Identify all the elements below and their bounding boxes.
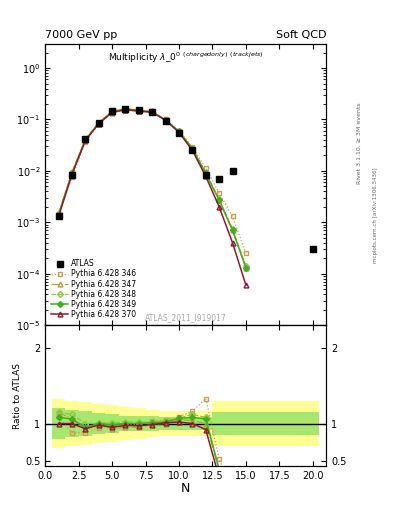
Text: Soft QCD: Soft QCD <box>276 30 326 40</box>
Text: mcplots.cern.ch [arXiv:1306.3436]: mcplots.cern.ch [arXiv:1306.3436] <box>373 167 378 263</box>
X-axis label: N: N <box>181 482 190 495</box>
Text: 7000 GeV pp: 7000 GeV pp <box>45 30 118 40</box>
Legend: ATLAS, Pythia 6.428 346, Pythia 6.428 347, Pythia 6.428 348, Pythia 6.428 349, P: ATLAS, Pythia 6.428 346, Pythia 6.428 34… <box>49 257 139 322</box>
Text: ATLAS_2011_I919017: ATLAS_2011_I919017 <box>145 313 227 323</box>
Text: Multiplicity $\lambda\_0^0$ $^{(charged only)}$ $^{(track jets)}$: Multiplicity $\lambda\_0^0$ $^{(charged … <box>108 51 264 65</box>
Y-axis label: Ratio to ATLAS: Ratio to ATLAS <box>13 362 22 429</box>
Text: Rivet 3.1.10, ≥ 3M events: Rivet 3.1.10, ≥ 3M events <box>357 102 362 184</box>
